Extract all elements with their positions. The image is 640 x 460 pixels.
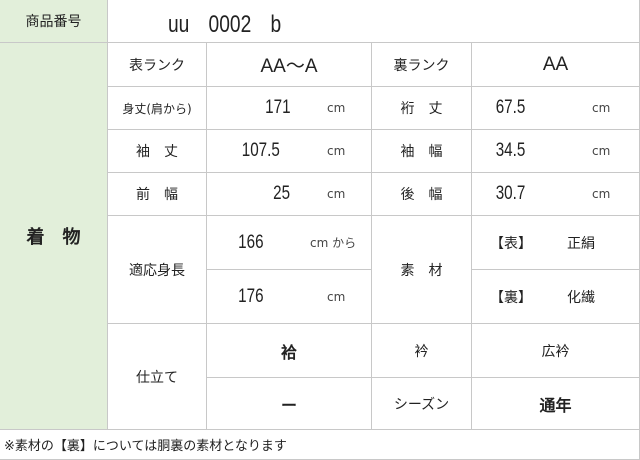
back-rank-label: 裏ランク [372,43,472,87]
tailoring-value-2: ー [207,378,372,430]
maehaba-value: 25 [273,183,291,204]
footnote: ※素材の【裏】については胴裏の素材となります [0,430,640,460]
material-back-label: 【裏】 [490,289,532,306]
front-rank-label: 表ランク [108,43,207,87]
back-rank-value: AA [472,43,640,87]
mitake-label: 身丈(肩から) [108,87,207,130]
collar-label: 衿 [372,324,472,378]
sodehaba-cell: 34.5 cm [472,130,640,173]
tailoring-value-1: 袷 [207,324,372,378]
ushirohaba-cell: 30.7 cm [472,173,640,216]
product-no-value: uu 0002 b [168,10,282,38]
sodetake-cell: 107.5 cm [207,130,372,173]
season-value: 通年 [472,378,640,430]
material-front-value: 正絹 [567,235,595,252]
ushirohaba-label: 後 幅 [372,173,472,216]
height-label: 適応身長 [108,216,207,324]
collar-value: 広衿 [472,324,640,378]
product-no-label: 商品番号 [0,0,108,43]
height-max-value: 176 [238,285,264,307]
yuki-value: 67.5 [495,97,526,118]
ushirohaba-value: 30.7 [495,183,526,204]
material-front-cell: 【表】 正絹 [472,216,640,270]
yuki-cell: 67.5 cm [472,87,640,130]
sodehaba-label: 袖 幅 [372,130,472,173]
front-rank-value: AA～A [207,43,372,87]
sodehaba-value: 34.5 [495,140,526,161]
height-max-cell: 176 cm [207,270,372,324]
unit: cm [592,101,611,115]
height-min-value: 166 [238,231,264,253]
unit: cm [592,144,611,158]
unit: cm [592,187,611,201]
unit: cm [327,289,346,304]
unit: cm [327,187,346,201]
sodetake-value: 107.5 [241,140,280,161]
unit: cm から [310,236,357,250]
maehaba-label: 前 幅 [108,173,207,216]
product-no-cell: uu 0002 b [108,0,640,43]
category-label: 着 物 [0,43,108,430]
yuki-label: 裄 丈 [372,87,472,130]
material-front-label: 【表】 [490,235,532,252]
sodetake-label: 袖 丈 [108,130,207,173]
mitake-value: 171 [265,97,291,118]
material-back-value: 化繊 [567,289,595,306]
maehaba-cell: 25 cm [207,173,372,216]
mitake-cell: 171 cm [207,87,372,130]
material-back-cell: 【裏】 化繊 [472,270,640,324]
material-label: 素 材 [372,216,472,324]
season-label: シーズン [372,378,472,430]
unit: cm [327,144,346,158]
unit: cm [327,101,346,115]
tailoring-label: 仕立て [108,324,207,430]
height-min-cell: 166 cm から [207,216,372,270]
